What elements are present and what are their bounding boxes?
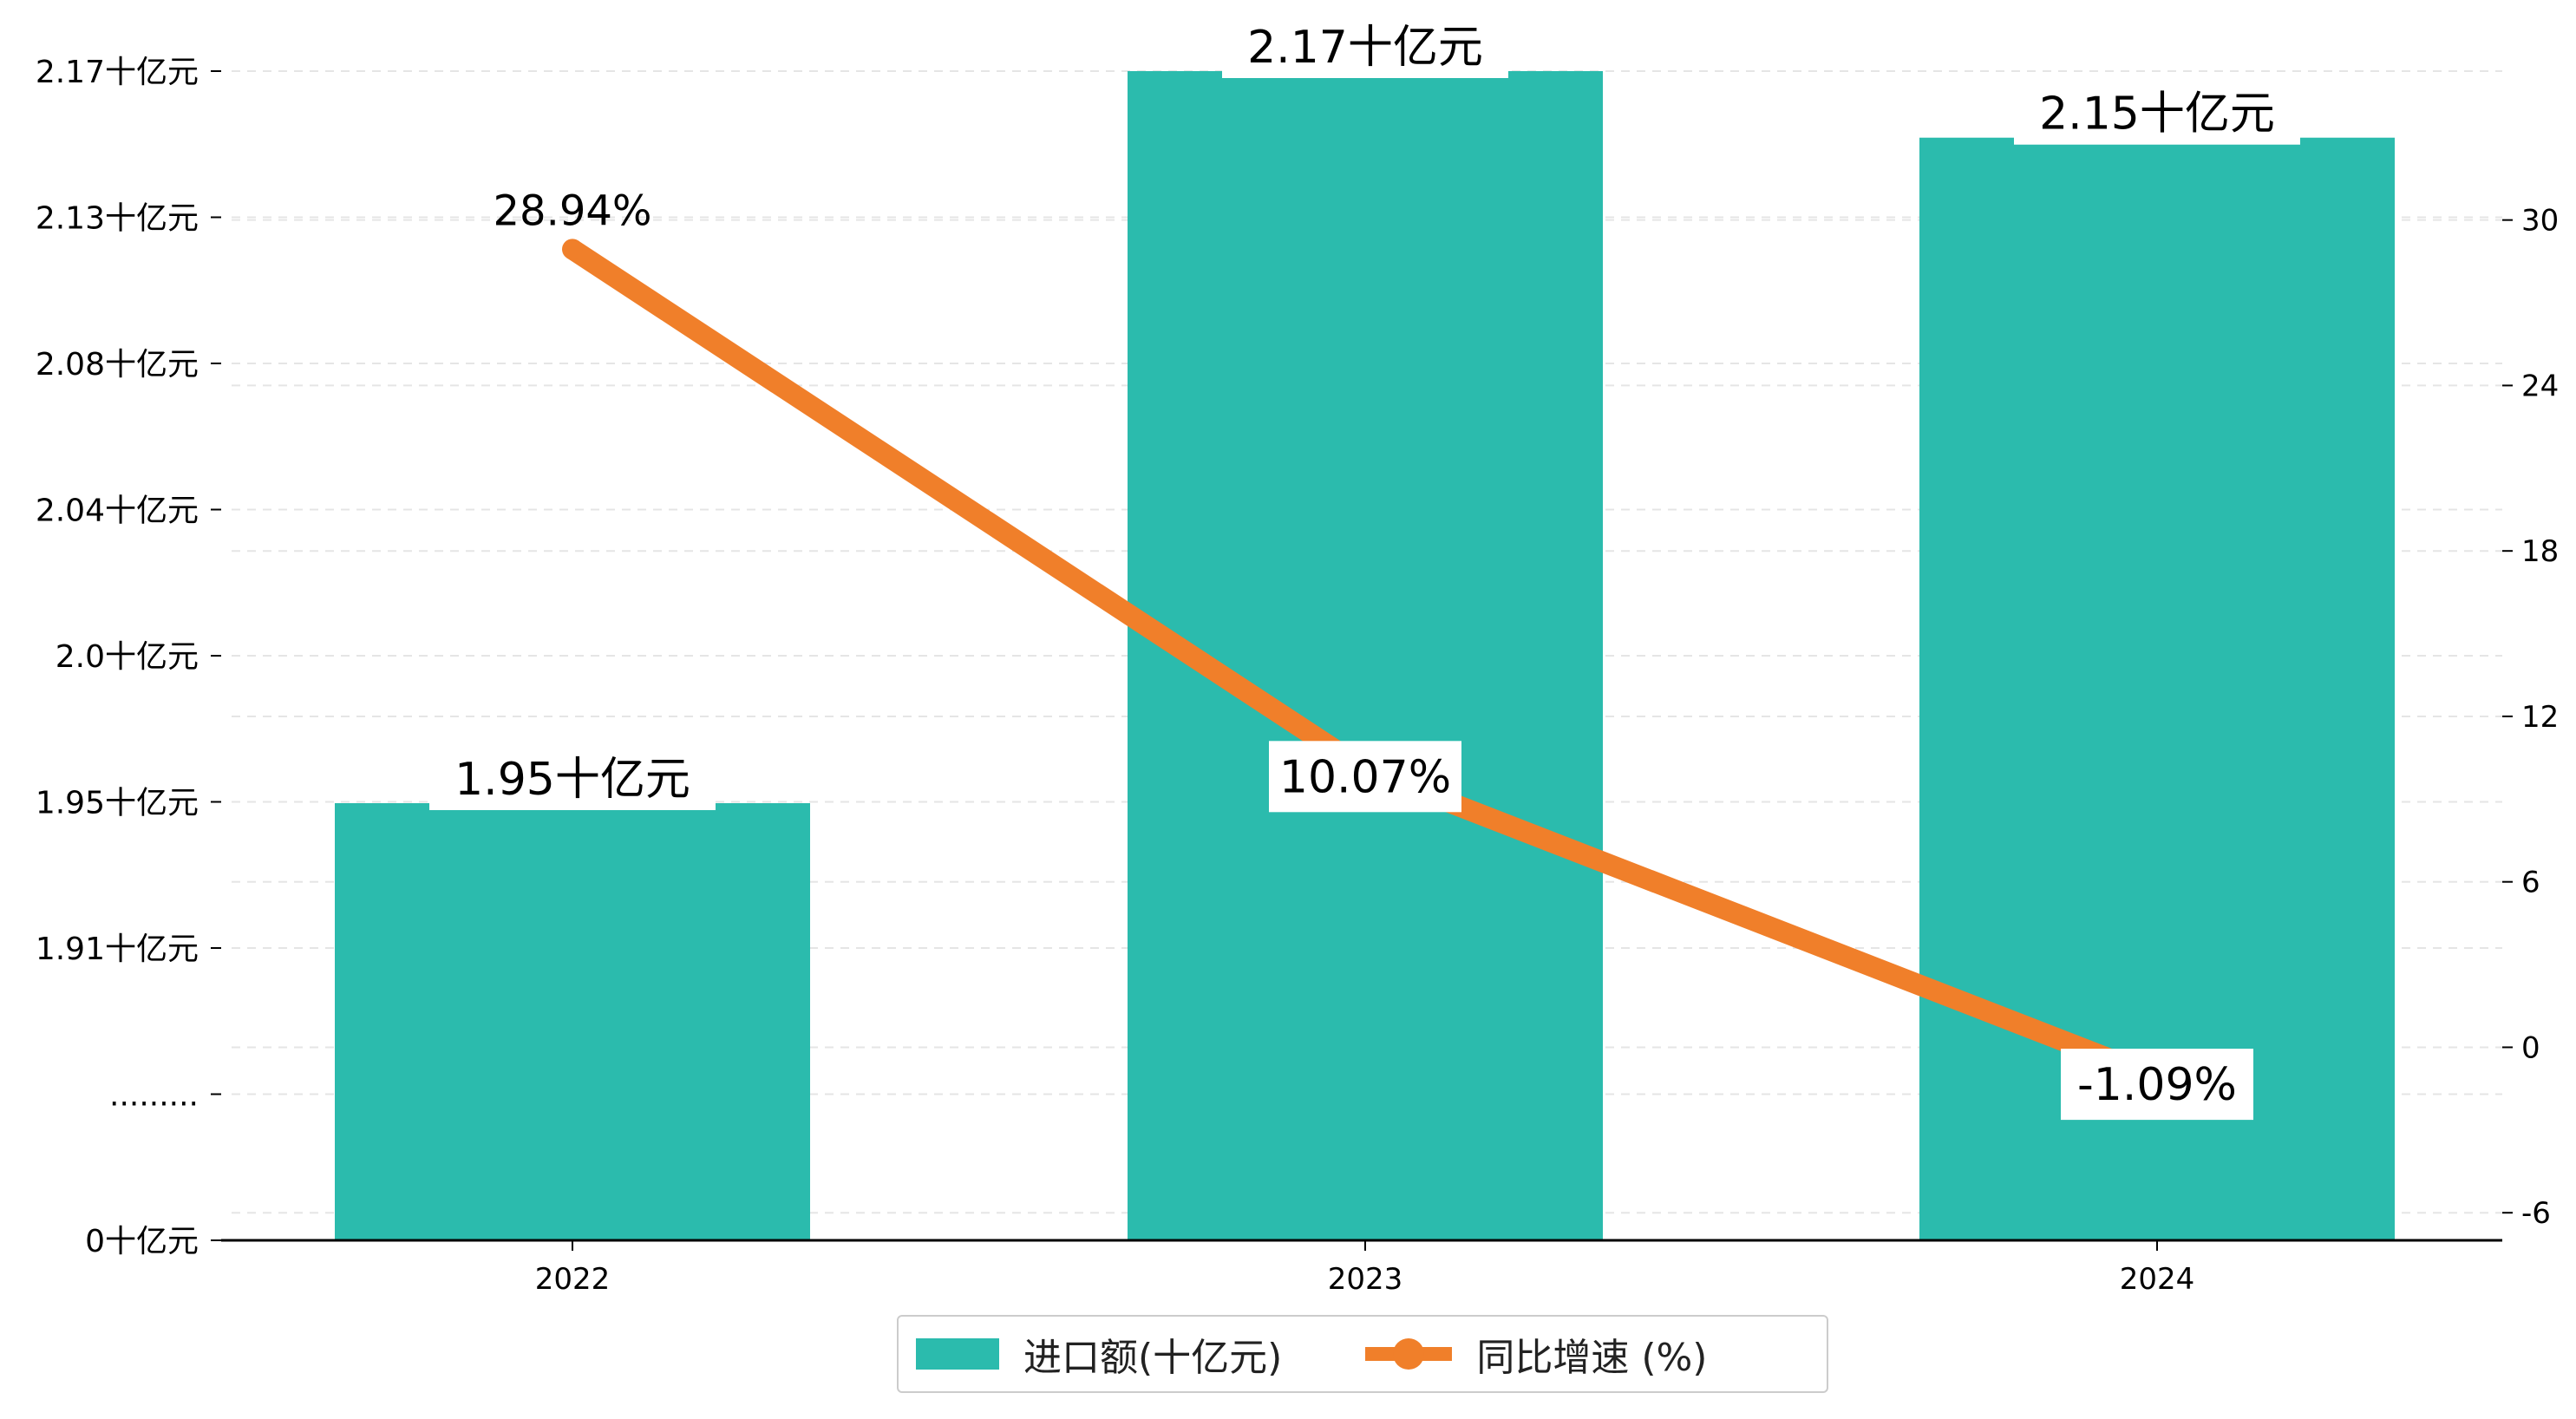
legend-swatch-line: [1365, 1338, 1453, 1370]
line-data-label: -1.09%: [2077, 1059, 2237, 1111]
left-axis-tick-label: 0十亿元: [85, 1224, 199, 1259]
legend-label-growth: 同比增速 (%): [1476, 1336, 1708, 1380]
x-axis-tick-label: 2024: [2120, 1262, 2195, 1297]
bar-2022: [335, 803, 810, 1240]
line-data-label-bg: [1269, 741, 1461, 813]
x-axis-tick-label: 2023: [1328, 1262, 1403, 1297]
legend-swatch-bar: [916, 1338, 999, 1370]
right-axis-tick-label: 0: [2521, 1030, 2540, 1065]
bar-data-label-bg: [2014, 82, 2300, 145]
line-data-label: 28.94%: [493, 186, 651, 235]
bar-data-label-bg: [429, 748, 716, 810]
right-axis-tick-label: 12: [2521, 700, 2559, 735]
left-axis-tick-label: 1.95十亿元: [36, 786, 199, 821]
line-data-label-bg: [2061, 1049, 2253, 1121]
left-axis-tick-label: 2.08十亿元: [36, 347, 199, 383]
legend-item-import: 进口额(十亿元): [916, 1326, 1282, 1382]
legend-item-growth: 同比增速 (%): [1365, 1326, 1707, 1382]
line-data-label: 10.07%: [1279, 751, 1451, 803]
left-axis-tick-label: 1.91十亿元: [36, 932, 199, 967]
left-axis-tick-label: 2.0十亿元: [56, 639, 199, 675]
left-axis-tick-label: 2.17十亿元: [36, 55, 199, 90]
x-axis-tick-label: 2022: [535, 1262, 611, 1297]
bar-data-label-bg: [1222, 16, 1508, 78]
legend-label-import: 进口额(十亿元): [1023, 1336, 1283, 1380]
right-axis-tick-label: 18: [2521, 534, 2559, 569]
bar-data-label: 1.95十亿元: [454, 754, 690, 806]
right-axis-tick-label: 6: [2521, 866, 2540, 900]
left-axis-tick-label: 2.13十亿元: [36, 201, 199, 237]
left-axis-tick-label: 2.04十亿元: [36, 494, 199, 529]
right-axis-tick-label: -6: [2521, 1196, 2551, 1231]
growth-point-2022: [562, 239, 583, 260]
right-axis-tick-label: 30: [2521, 204, 2559, 239]
bar-data-label: 2.15十亿元: [2039, 88, 2275, 141]
bar-data-label: 2.17十亿元: [1247, 22, 1483, 74]
left-axis-tick-label: .........: [109, 1078, 199, 1114]
legend: 进口额(十亿元) 同比增速 (%): [897, 1315, 1828, 1393]
right-axis-tick-label: 24: [2521, 369, 2559, 403]
